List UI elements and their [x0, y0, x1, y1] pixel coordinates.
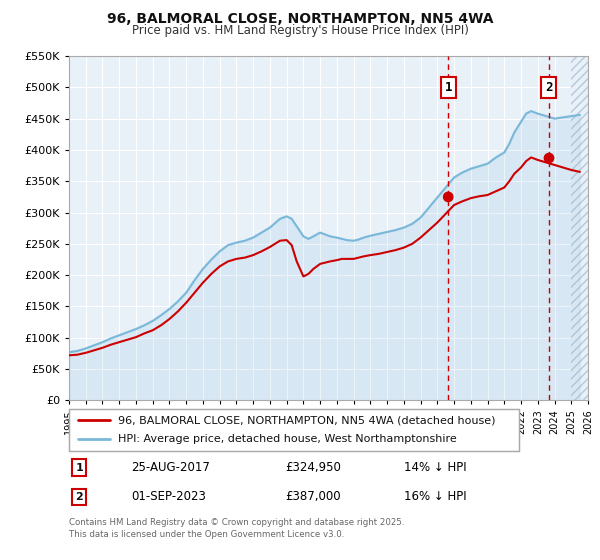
Text: Contains HM Land Registry data © Crown copyright and database right 2025.
This d: Contains HM Land Registry data © Crown c… [69, 518, 404, 539]
Text: £387,000: £387,000 [286, 490, 341, 503]
Text: HPI: Average price, detached house, West Northamptonshire: HPI: Average price, detached house, West… [119, 435, 457, 445]
Point [544, 153, 554, 162]
Text: 2: 2 [545, 81, 553, 94]
Text: 25-AUG-2017: 25-AUG-2017 [131, 461, 210, 474]
Text: 14% ↓ HPI: 14% ↓ HPI [404, 461, 467, 474]
Text: 2: 2 [76, 492, 83, 502]
Text: 16% ↓ HPI: 16% ↓ HPI [404, 490, 467, 503]
Bar [571, 56, 588, 400]
Text: 96, BALMORAL CLOSE, NORTHAMPTON, NN5 4WA: 96, BALMORAL CLOSE, NORTHAMPTON, NN5 4WA [107, 12, 493, 26]
Text: 01-SEP-2023: 01-SEP-2023 [131, 490, 206, 503]
Text: 1: 1 [76, 463, 83, 473]
Text: Price paid vs. HM Land Registry's House Price Index (HPI): Price paid vs. HM Land Registry's House … [131, 24, 469, 36]
Text: 96, BALMORAL CLOSE, NORTHAMPTON, NN5 4WA (detached house): 96, BALMORAL CLOSE, NORTHAMPTON, NN5 4WA… [119, 415, 496, 425]
Text: 1: 1 [445, 81, 452, 94]
Point [443, 193, 453, 202]
Text: £324,950: £324,950 [286, 461, 341, 474]
